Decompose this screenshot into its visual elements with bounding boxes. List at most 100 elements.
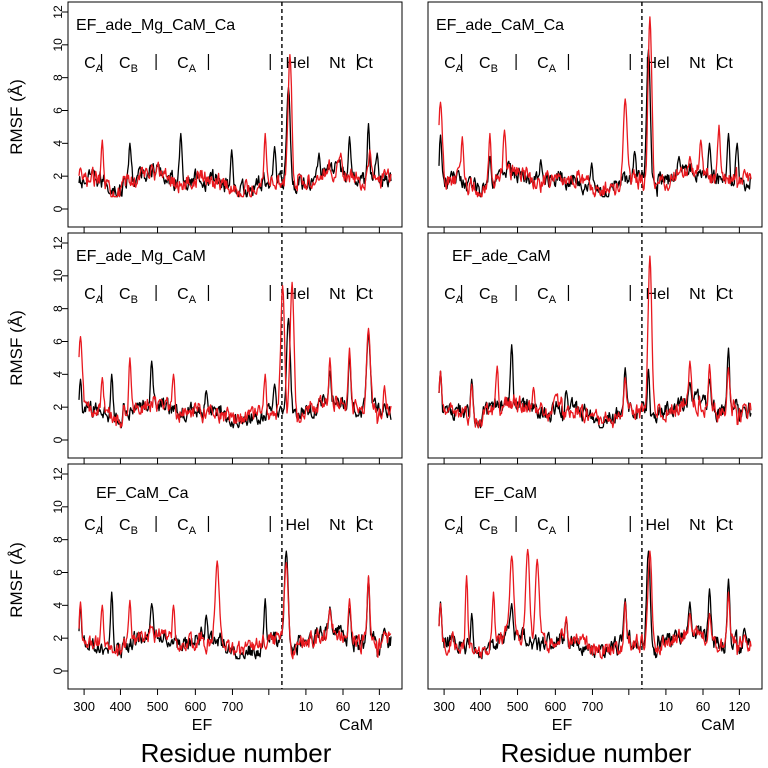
x-tick-label: 300 bbox=[73, 699, 95, 714]
chart-panel-5: 0 2 4 6 8 10 12 300 400 500 600 700 10 60 120 EF_CaM_Ca… bbox=[51, 463, 403, 714]
region-label: Nt bbox=[329, 55, 346, 72]
region-label: Nt bbox=[689, 55, 706, 72]
region-label-subscript: B bbox=[491, 63, 498, 75]
x-tick-label: 700 bbox=[582, 699, 604, 714]
region-label-subscript: A bbox=[456, 294, 464, 306]
x-tick-label: 120 bbox=[729, 699, 751, 714]
region-label: CB bbox=[119, 517, 138, 537]
region-label: CB bbox=[119, 55, 138, 75]
region-label-subscript: A bbox=[456, 63, 464, 75]
region-label: Hel bbox=[286, 55, 310, 72]
panel-title: EF_ade_Mg_CaM bbox=[76, 248, 206, 265]
y-axis-label-middle: RMSF (Å) bbox=[7, 310, 26, 386]
x-axis-label-left: Residue number bbox=[141, 738, 332, 768]
region-label: CA bbox=[177, 55, 197, 75]
region-label-subscript: B bbox=[131, 525, 138, 537]
x-tick-label: 700 bbox=[222, 699, 244, 714]
x-tick-label: 60 bbox=[696, 699, 710, 714]
y-tick-label: 0 bbox=[51, 205, 65, 212]
chart-panel-3: 0 2 4 6 8 10 12 EF_ade_Mg_CaM CA CB CA Hel Nt Ct bbox=[51, 232, 403, 464]
y-tick-label: 12 bbox=[51, 236, 65, 250]
series-line-red bbox=[438, 548, 752, 660]
x-tick-label: 600 bbox=[185, 699, 207, 714]
panel-frame bbox=[67, 232, 403, 459]
region-label-subscript: A bbox=[549, 294, 557, 306]
region-label-subscript: B bbox=[491, 525, 498, 537]
y-tick-label: 0 bbox=[51, 436, 65, 443]
x-group-label-ef-right: EF bbox=[552, 717, 573, 734]
region-label-subscript: B bbox=[131, 294, 138, 306]
y-tick-label: 8 bbox=[51, 536, 65, 543]
panel-frame bbox=[427, 463, 763, 690]
region-label: CA bbox=[444, 286, 464, 306]
y-tick-label: 4 bbox=[51, 140, 65, 147]
y-tick-label: 12 bbox=[51, 5, 65, 19]
y-tick-label: 10 bbox=[51, 38, 65, 52]
region-label-subscript: A bbox=[189, 294, 197, 306]
panel-title: EF_ade_CaM_Ca bbox=[436, 17, 564, 34]
y-tick-label: 2 bbox=[51, 635, 65, 642]
x-group-label-ef-left: EF bbox=[192, 717, 213, 734]
region-label: Nt bbox=[329, 517, 346, 534]
region-label: CA bbox=[444, 517, 464, 537]
x-tick-label: 120 bbox=[369, 699, 391, 714]
panel-title: EF_CaM_Ca bbox=[96, 485, 189, 502]
region-label: Ct bbox=[717, 55, 734, 72]
panel-frame bbox=[427, 232, 763, 459]
region-label: Ct bbox=[357, 55, 374, 72]
x-tick-label: 60 bbox=[336, 699, 350, 714]
region-label: CB bbox=[479, 55, 498, 75]
region-label: Hel bbox=[286, 286, 310, 303]
y-tick-label: 6 bbox=[51, 107, 65, 114]
y-tick-label: 6 bbox=[51, 338, 65, 345]
series-line-black bbox=[78, 550, 392, 660]
region-label-subscript: A bbox=[189, 63, 197, 75]
region-label: Hel bbox=[646, 517, 670, 534]
region-label: CA bbox=[84, 286, 104, 306]
x-tick-label: 600 bbox=[545, 699, 567, 714]
region-label: CA bbox=[537, 517, 557, 537]
region-label: CA bbox=[177, 286, 197, 306]
region-label: CA bbox=[84, 55, 104, 75]
x-tick-label: 10 bbox=[299, 699, 313, 714]
x-group-label-cam-right: CaM bbox=[701, 717, 735, 734]
region-label: Nt bbox=[689, 286, 706, 303]
x-axis-label-right: Residue number bbox=[501, 738, 692, 768]
region-label: Ct bbox=[717, 286, 734, 303]
series-line-black bbox=[78, 317, 392, 429]
region-label: Ct bbox=[357, 286, 374, 303]
y-tick-label: 4 bbox=[51, 371, 65, 378]
region-label-subscript: A bbox=[549, 63, 557, 75]
panel-frame bbox=[427, 1, 763, 228]
region-label-subscript: A bbox=[549, 525, 557, 537]
series-line-red bbox=[78, 560, 392, 660]
region-label-subscript: B bbox=[131, 63, 138, 75]
x-tick-label: 400 bbox=[470, 699, 492, 714]
region-label-subscript: A bbox=[96, 525, 104, 537]
series-line-red bbox=[78, 54, 392, 198]
region-label-subscript: A bbox=[96, 63, 104, 75]
x-tick-label: 300 bbox=[433, 699, 455, 714]
y-axis-label-bottom: RMSF (Å) bbox=[7, 542, 26, 618]
region-label: CA bbox=[84, 517, 104, 537]
region-label: Nt bbox=[329, 286, 346, 303]
panel-title: EF_ade_CaM bbox=[452, 248, 551, 265]
region-label-subscript: A bbox=[456, 525, 464, 537]
region-label: CB bbox=[479, 517, 498, 537]
y-tick-label: 6 bbox=[51, 569, 65, 576]
y-tick-label: 2 bbox=[51, 173, 65, 180]
region-label: CB bbox=[479, 286, 498, 306]
panel-frame bbox=[67, 463, 403, 690]
y-tick-label: 2 bbox=[51, 404, 65, 411]
region-label: CA bbox=[537, 55, 557, 75]
region-label: Ct bbox=[717, 517, 734, 534]
y-tick-label: 8 bbox=[51, 305, 65, 312]
region-label-subscript: B bbox=[491, 294, 498, 306]
panel-title: EF_CaM bbox=[474, 485, 537, 502]
y-tick-label: 8 bbox=[51, 74, 65, 81]
y-tick-label: 4 bbox=[51, 602, 65, 609]
x-tick-label: 500 bbox=[147, 699, 169, 714]
